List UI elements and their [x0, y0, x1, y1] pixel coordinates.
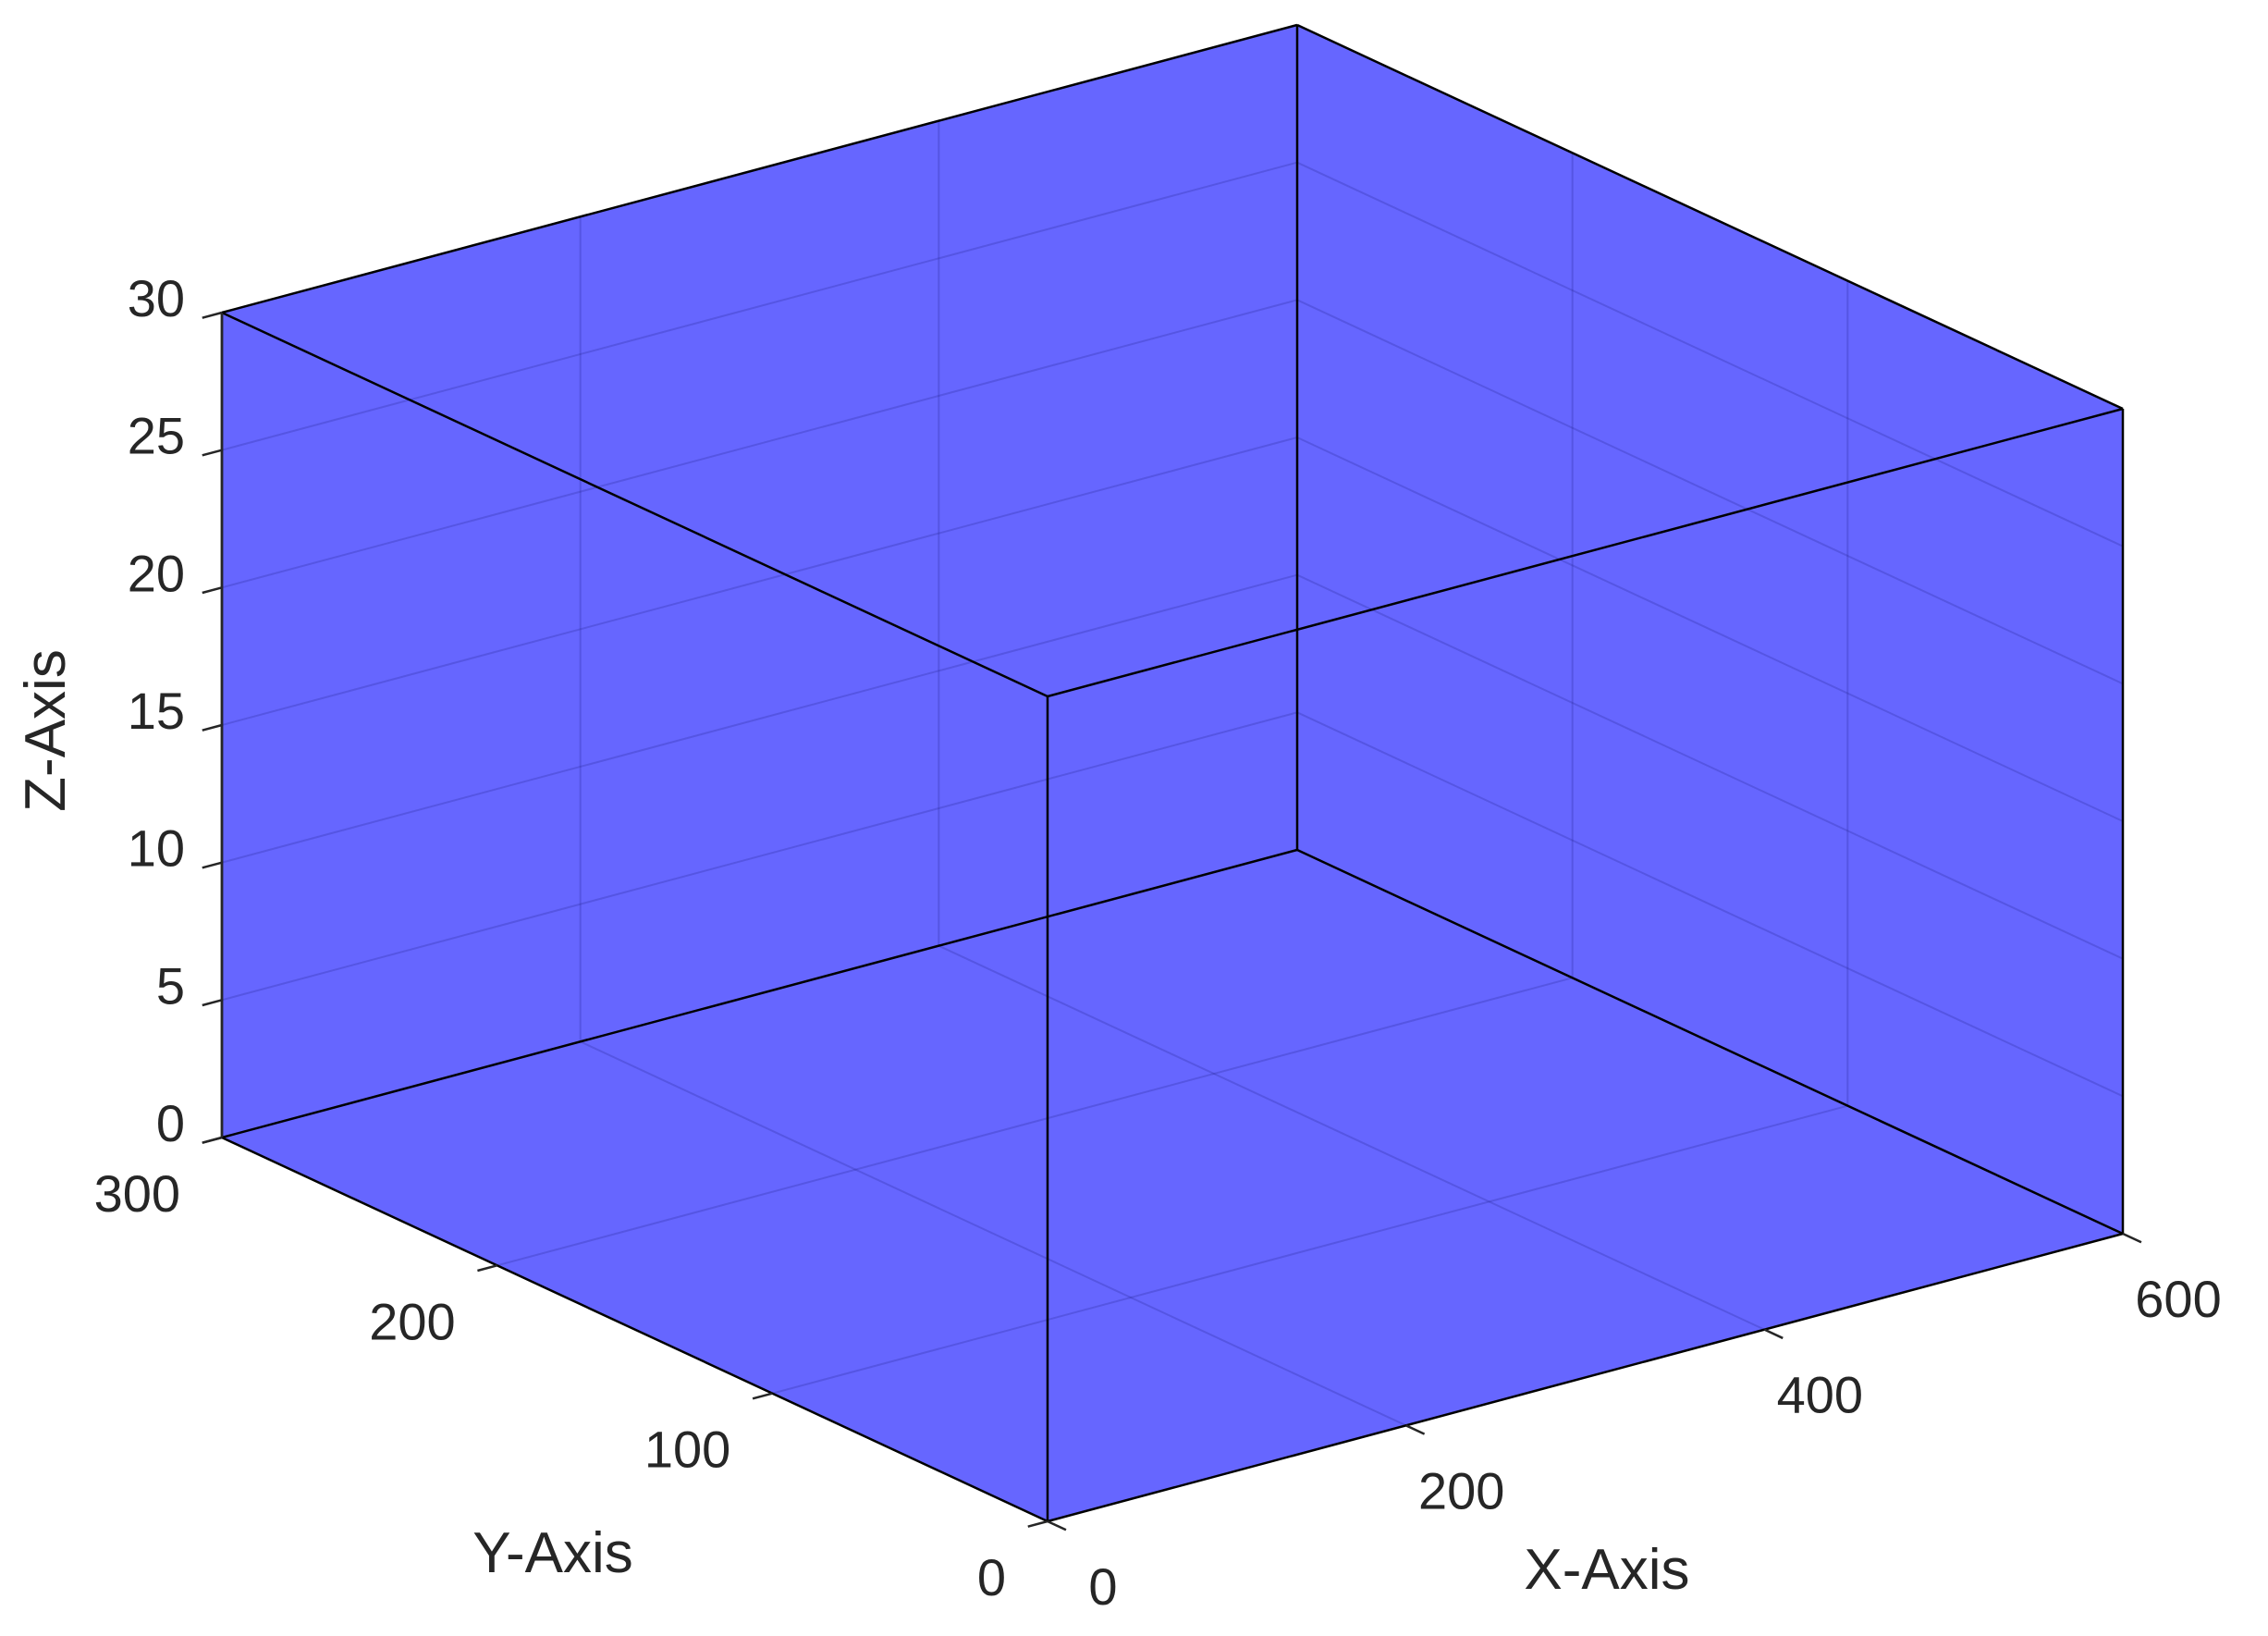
box-edge-0	[1047, 1232, 2124, 1523]
box-edge-5	[1296, 23, 2124, 411]
z-tick-label-2: 10	[128, 819, 185, 878]
x-tick-0	[1047, 1519, 1067, 1531]
y-tick-label-3: 300	[94, 1164, 180, 1223]
z-tick-1	[202, 999, 223, 1007]
through-ywall-gridline-z-5	[221, 161, 1298, 451]
box-faces	[222, 25, 2123, 1521]
box-edge-3	[221, 1136, 1048, 1523]
x-axis-label: X-Axis	[1524, 1538, 1689, 1602]
through-ywall-gridline-z-4	[221, 299, 1298, 589]
box-silhouette	[222, 25, 2123, 1521]
through-xwall-gridline-z-5	[1296, 161, 2124, 547]
through-ywall-gridline-z-2	[221, 573, 1298, 864]
x-tick-label-1: 200	[1418, 1461, 1504, 1519]
z-tick-2	[202, 861, 223, 869]
x-tick-3	[2122, 1232, 2142, 1244]
box-edge-1	[1296, 848, 2124, 1236]
z-tick-5	[202, 449, 223, 457]
z-tick-label-1: 5	[156, 956, 185, 1015]
z-tick-3	[202, 723, 223, 732]
box-edge-2	[221, 848, 1298, 1139]
through-xwall-gridline-z-1	[1296, 711, 2124, 1098]
tick-labels: 0 200 400 600 0 100 200 300 0 5 10 15 20 25 30	[94, 269, 2222, 1616]
through-xwall-gridline-z-3	[1296, 437, 2124, 822]
x-tick-1	[1405, 1424, 1426, 1435]
x-tick-label-2: 400	[1777, 1366, 1863, 1424]
box-edge-6	[221, 23, 1298, 314]
z-tick-4	[202, 586, 223, 595]
y-tick-1	[752, 1392, 773, 1400]
z-tick-0	[202, 1136, 223, 1144]
y-tick-2	[477, 1264, 497, 1273]
y-axis-label: Y-Axis	[472, 1521, 632, 1585]
x-tick-label-3: 600	[2135, 1270, 2221, 1328]
box-edge-7	[221, 311, 1048, 698]
through-xwall-gridline-z-2	[1296, 573, 2124, 960]
y-tick-0	[1027, 1519, 1048, 1528]
x-tick-label-0: 0	[1088, 1557, 1117, 1616]
z-tick-label-5: 25	[128, 407, 185, 465]
through-floor-gridline-y-1	[772, 1104, 1848, 1395]
z-axis-label: Z-Axis	[14, 649, 78, 812]
z-tick-6	[202, 311, 223, 319]
through-ywall-gridline-z-3	[221, 437, 1298, 726]
z-tick-label-6: 30	[128, 269, 185, 327]
x-tick-2	[1763, 1328, 1784, 1340]
z-tick-label-3: 15	[128, 682, 185, 740]
box-edge-4	[1047, 407, 2124, 698]
through-floor-gridline-y-2	[497, 977, 1573, 1267]
through-floor-gridline-x-2	[938, 944, 1765, 1331]
through-ywall-gridline-z-1	[221, 711, 1298, 1002]
tick-marks	[202, 311, 2142, 1531]
y-tick-label-0: 0	[977, 1548, 1006, 1606]
z-tick-label-4: 20	[128, 544, 185, 602]
y-tick-label-2: 200	[369, 1292, 455, 1350]
z-tick-label-0: 0	[156, 1094, 185, 1152]
y-tick-label-1: 100	[644, 1421, 730, 1479]
through-xwall-gridline-z-4	[1296, 299, 2124, 685]
through-floor-gridline-x-1	[580, 1040, 1407, 1427]
